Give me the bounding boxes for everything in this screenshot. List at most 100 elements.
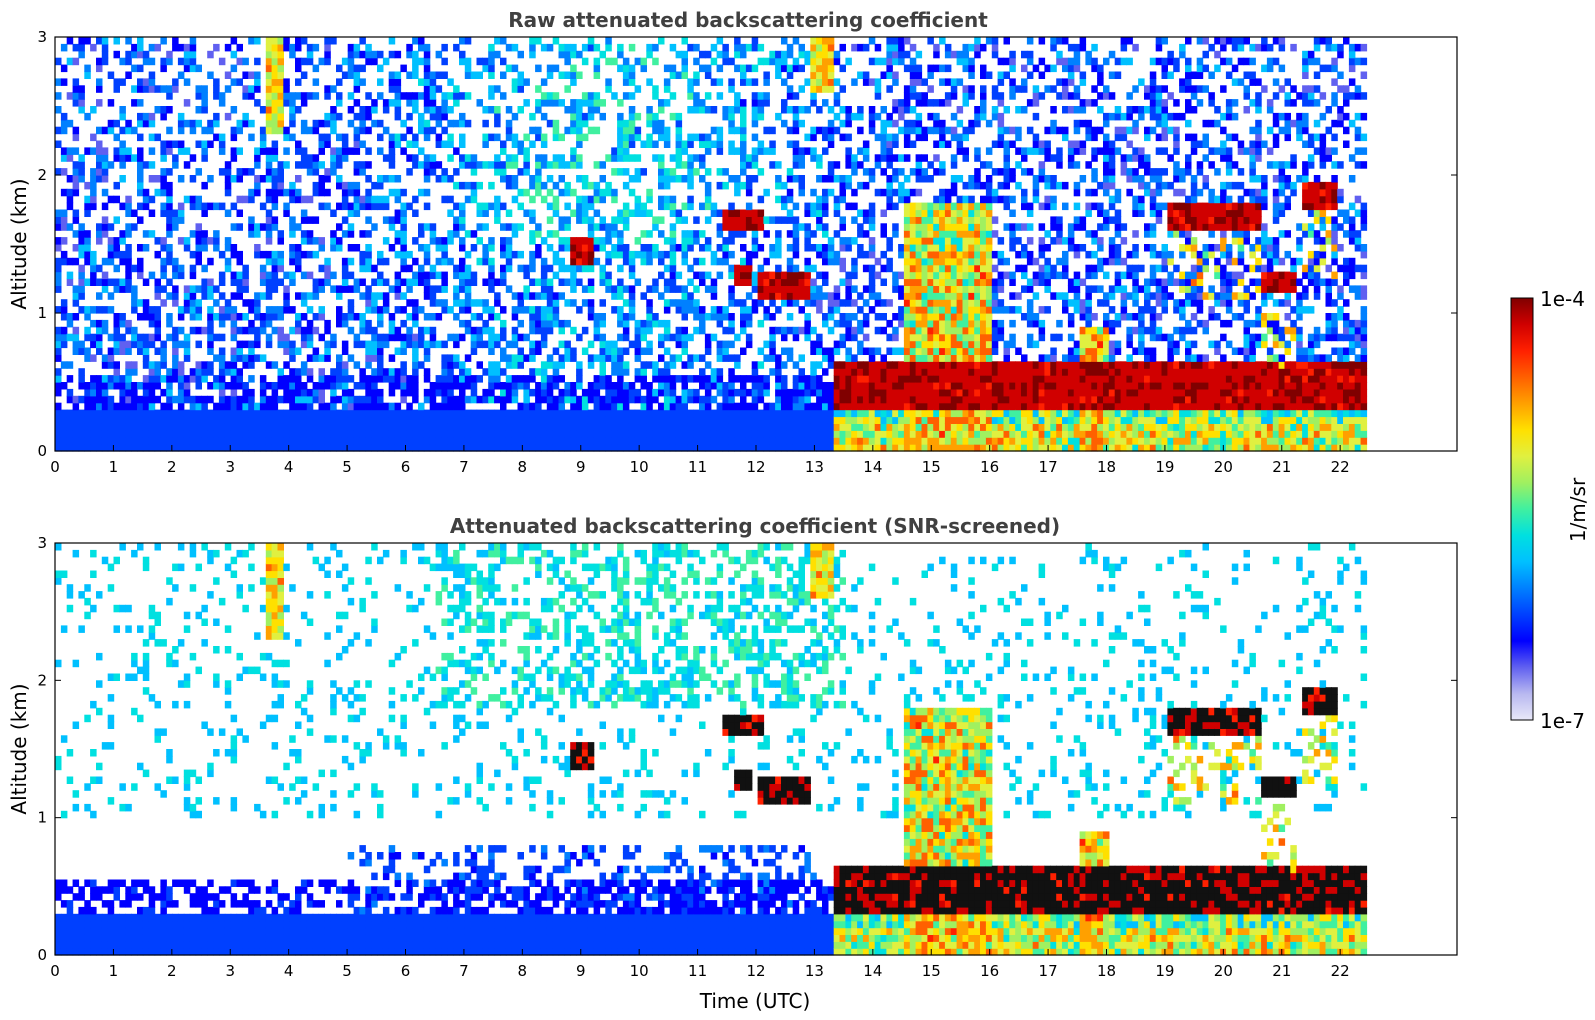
heatmap-cell (540, 388, 548, 397)
heatmap-cell (728, 319, 735, 328)
heatmap-cell (552, 257, 560, 266)
heatmap-cell (903, 85, 911, 93)
heatmap-cell (581, 264, 589, 273)
heatmap-cell (289, 368, 296, 376)
heatmap-cell (816, 388, 823, 397)
heatmap-cell (587, 382, 595, 390)
heatmap-cell (183, 354, 191, 362)
heatmap-cell (265, 106, 273, 114)
heatmap-cell (827, 244, 835, 252)
heatmap-cell (500, 237, 507, 245)
heatmap-cell (230, 147, 238, 155)
heatmap-cell (728, 375, 735, 383)
heatmap-cell (570, 402, 577, 411)
heatmap-cell (511, 388, 519, 397)
heatmap-cell (119, 140, 126, 148)
heatmap-cell (195, 64, 202, 73)
heatmap-cell (137, 347, 144, 355)
heatmap-cell (183, 50, 191, 59)
heatmap-cell (529, 306, 536, 314)
heatmap-cell (915, 423, 923, 431)
heatmap-cell (903, 354, 911, 362)
heatmap-cell (570, 43, 577, 52)
heatmap-cell (792, 430, 800, 438)
heatmap-cell (277, 382, 284, 390)
heatmap-cell (699, 106, 706, 114)
heatmap-cell (675, 112, 683, 121)
heatmap-cell (751, 423, 759, 431)
heatmap-cell (464, 395, 472, 404)
heatmap-cell (259, 395, 267, 404)
heatmap-cell (652, 92, 659, 100)
heatmap-cell (816, 202, 823, 211)
heatmap-cell (365, 388, 372, 397)
heatmap-cell (359, 119, 366, 128)
heatmap-cell (675, 354, 683, 362)
heatmap-cell (107, 278, 115, 286)
heatmap-cell (523, 409, 530, 418)
panel-raw-backscatter: Raw attenuated backscattering coefficien… (7, 8, 1458, 476)
heatmap-cell (101, 50, 109, 59)
heatmap-cell (710, 285, 718, 293)
heatmap-cell (570, 382, 577, 390)
heatmap-cell (669, 195, 677, 204)
heatmap-cell (131, 444, 138, 452)
heatmap-cell (851, 423, 858, 431)
heatmap-cell (757, 271, 765, 280)
heatmap-cell (429, 106, 437, 114)
heatmap-cell (353, 244, 361, 252)
heatmap-cell (540, 361, 548, 369)
heatmap-cell (827, 395, 835, 404)
heatmap-cell (318, 140, 325, 148)
heatmap-cell (306, 271, 314, 280)
heatmap-cell (681, 250, 688, 259)
heatmap-cell (189, 306, 197, 314)
heatmap-cell (822, 409, 829, 418)
heatmap-cell (511, 395, 519, 404)
heatmap-cell (265, 216, 273, 224)
heatmap-cell (230, 154, 238, 162)
heatmap-cell (628, 313, 636, 321)
heatmap-cell (131, 43, 138, 52)
heatmap-cell (587, 92, 595, 100)
heatmap-cell (699, 306, 706, 314)
heatmap-cell (810, 292, 817, 300)
heatmap-cell (535, 230, 542, 238)
heatmap-cell (751, 43, 759, 52)
heatmap-cell (300, 388, 308, 397)
heatmap-cell (570, 437, 577, 445)
heatmap-cell (412, 154, 419, 162)
heatmap-cell (658, 416, 665, 424)
heatmap-cell (137, 78, 144, 86)
heatmap-cell (300, 99, 308, 107)
heatmap-cell (716, 306, 724, 314)
heatmap-cell (66, 175, 74, 183)
heatmap-cell (745, 257, 753, 266)
heatmap-cell (868, 409, 876, 418)
heatmap-cell (189, 375, 197, 383)
heatmap-cell (810, 437, 817, 445)
heatmap-cell (529, 37, 536, 45)
heatmap-cell (453, 313, 460, 321)
heatmap-cell (148, 133, 156, 142)
heatmap-cell (183, 347, 191, 355)
heatmap-cell (160, 64, 167, 73)
heatmap-cell (669, 285, 677, 293)
heatmap-cell (769, 126, 776, 135)
heatmap-cell (55, 340, 62, 349)
heatmap-cell (699, 133, 706, 142)
heatmap-cell (734, 271, 741, 280)
heatmap-cell (909, 347, 917, 355)
heatmap-cell (634, 326, 642, 335)
heatmap-cell (745, 388, 753, 397)
heatmap-cell (400, 368, 407, 376)
heatmap-cell (330, 430, 337, 438)
heatmap-cell (915, 257, 923, 266)
heatmap-cell (827, 326, 835, 335)
heatmap-cell (172, 437, 179, 445)
heatmap-cell (300, 382, 308, 390)
heatmap-cell (669, 264, 677, 273)
heatmap-cell (505, 257, 513, 266)
heatmap-cell (710, 423, 718, 431)
heatmap-cell (72, 257, 80, 266)
